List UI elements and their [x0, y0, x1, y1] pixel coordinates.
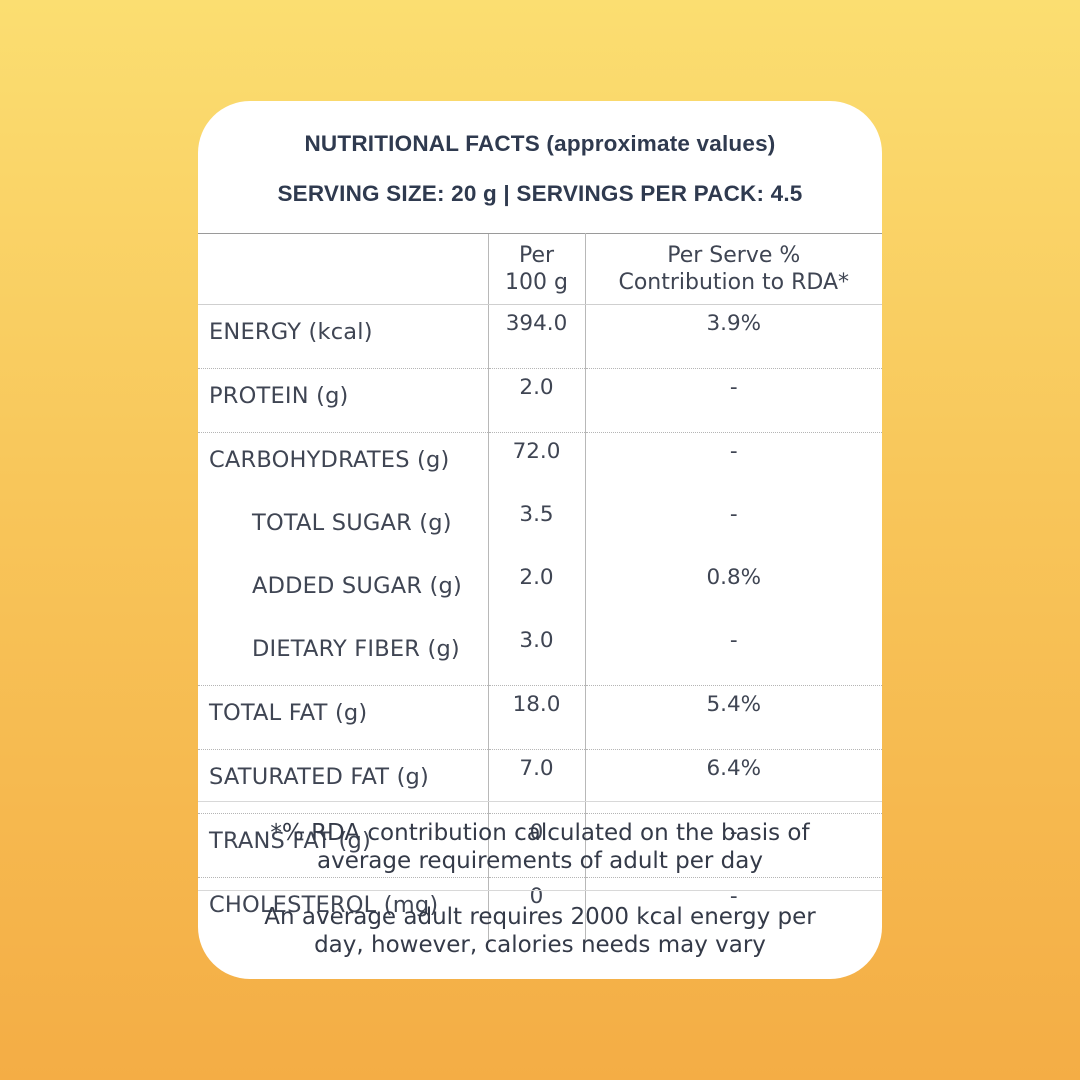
header-rda: Per Serve % Contribution to RDA*	[585, 233, 882, 305]
serving-info: SERVING SIZE: 20 g | SERVINGS PER PACK: …	[277, 181, 803, 206]
per-100g-value: 72.0	[487, 432, 586, 496]
nutrient-name: TOTAL SUGAR (g)	[252, 510, 452, 536]
header-rda-line1: Per Serve %	[667, 243, 801, 268]
rda-footnote-line2: average requirements of adult per day	[317, 848, 763, 874]
header-per-100g-line2: 100 g	[505, 270, 568, 295]
notes-divider	[198, 801, 882, 802]
rda-value: -	[585, 622, 882, 686]
table-row: TOTAL FAT (g) 18.0 5.4%	[198, 685, 882, 750]
rda-footnote-line1: *% RDA contribution calculated on the ba…	[270, 820, 810, 846]
nutrition-table: Per 100 g Per Serve % Contribution to RD…	[198, 233, 882, 941]
rda-value: 0.8%	[706, 565, 762, 590]
nutrient-name: ENERGY (kcal)	[198, 304, 488, 369]
header-nutrient-cell	[198, 233, 488, 305]
table-row: CHOLESTEROL (mg) 0 -	[198, 877, 882, 941]
table-row: DIETARY FIBER (g) 3.0 -	[198, 622, 882, 686]
nutrient-name: TRANS FAT (g)	[198, 813, 488, 878]
per-100g-value: 3.0	[487, 622, 586, 686]
notes-divider	[198, 890, 882, 891]
table-row: ADDED SUGAR (g) 2.0 0.8%	[198, 559, 882, 622]
header-per-100g: Per 100 g	[487, 233, 586, 305]
per-100g-value: 0	[487, 813, 586, 878]
rda-value: -	[729, 439, 738, 464]
nutrition-facts-card: NUTRITIONAL FACTS (approximate values) S…	[198, 101, 882, 979]
per-100g-value: 7.0	[487, 749, 586, 814]
per-100g-value: 2.0	[487, 368, 586, 433]
rda-value: 3.9%	[585, 304, 882, 369]
per-100g-value: 2.0	[487, 559, 586, 622]
rda-footnote: *% RDA contribution calculated on the ba…	[198, 819, 882, 875]
table-row: CARBOHYDRATES (g) 72.0 -	[198, 432, 882, 496]
table-row: TRANS FAT (g) 0 -	[198, 813, 882, 878]
header-rda-line2: Contribution to RDA*	[618, 270, 850, 295]
nutrient-name: SATURATED FAT (g)	[198, 749, 488, 814]
rda-value: 6.4%	[585, 749, 882, 814]
nutrient-name: DIETARY FIBER (g)	[198, 622, 488, 686]
per-100g-value: 394.0	[487, 304, 586, 369]
table-header-row: Per 100 g Per Serve % Contribution to RD…	[198, 233, 882, 305]
nutrient-name: PROTEIN (g)	[198, 368, 488, 433]
per-100g-value: 0	[487, 877, 586, 941]
rda-value: -	[585, 368, 882, 433]
nutrient-name: CARBOHYDRATES (g)	[209, 447, 450, 473]
energy-note: An average adult requires 2000 kcal ener…	[198, 903, 882, 959]
rda-value: -	[729, 502, 738, 527]
nutrient-name: TOTAL FAT (g)	[198, 685, 488, 750]
table-row: TOTAL SUGAR (g) 3.5 -	[198, 496, 882, 559]
nutrient-name: CHOLESTEROL (mg)	[209, 892, 439, 918]
header-per-100g-line1: Per	[518, 243, 555, 268]
table-row: SATURATED FAT (g) 7.0 6.4%	[198, 749, 882, 814]
nutrient-name: ADDED SUGAR (g)	[252, 573, 462, 599]
rda-value: 5.4%	[585, 685, 882, 750]
per-100g-value: 3.5	[487, 496, 586, 559]
table-row: ENERGY (kcal) 394.0 3.9%	[198, 304, 882, 369]
rda-value: -	[729, 884, 738, 909]
energy-note-line1: An average adult requires 2000 kcal ener…	[264, 904, 816, 930]
nutrition-title: NUTRITIONAL FACTS (approximate values)	[304, 131, 776, 156]
per-100g-value: 18.0	[487, 685, 586, 750]
table-row: PROTEIN (g) 2.0 -	[198, 368, 882, 433]
rda-value: -	[585, 813, 882, 878]
energy-note-line2: day, however, calories needs may vary	[314, 932, 766, 958]
